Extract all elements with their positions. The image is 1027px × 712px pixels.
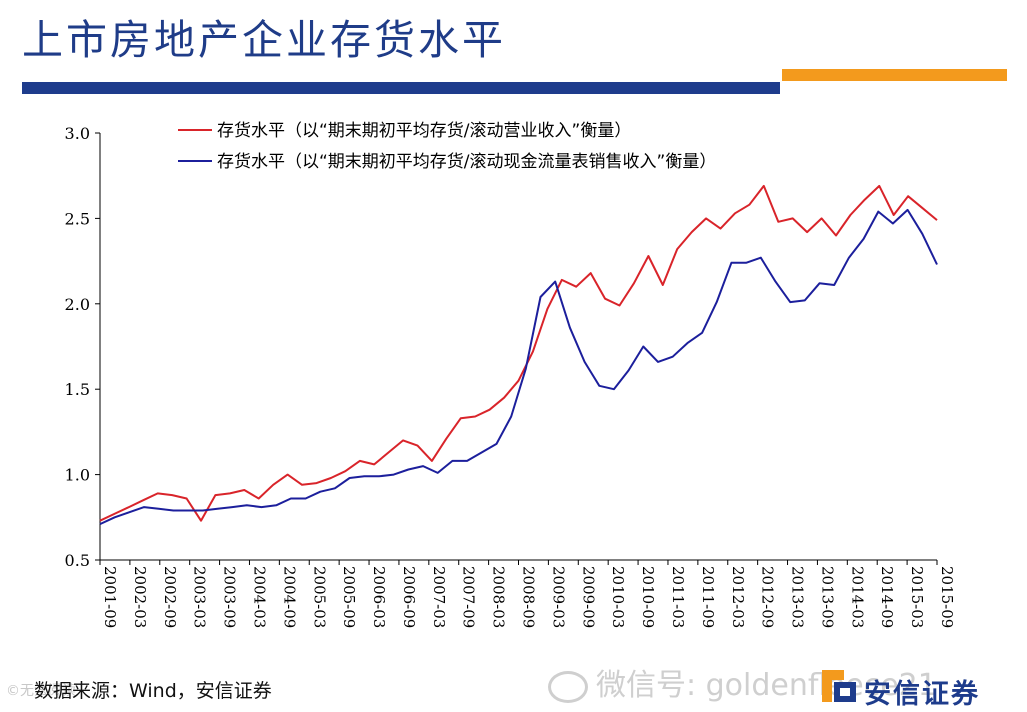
y-tick-label: 2.5 <box>65 209 90 228</box>
axes: 0.5 1.0 1.5 2.0 2.5 3.0 2001-09 2002-03 2002-09 2… <box>65 124 956 628</box>
x-tick-label: 2015-09 <box>938 566 956 628</box>
legend-label-1: 存货水平（以“期末期初平均存货/滚动营业收入”衡量） <box>217 121 631 141</box>
x-tick-label: 2014-03 <box>848 566 866 628</box>
legend: 存货水平（以“期末期初平均存货/滚动营业收入”衡量） 存货水平（以“期末期初平均存… <box>178 121 716 172</box>
title-underline-blue <box>22 82 780 94</box>
series-layer <box>99 184 938 526</box>
x-tick-label: 2010-03 <box>609 566 627 628</box>
x-tick-label: 2014-09 <box>878 566 896 628</box>
series-line-2 <box>99 208 938 526</box>
wechat-watermark: 微信号: goldenfleece21 <box>548 660 937 704</box>
x-tick-label: 2012-09 <box>759 566 777 628</box>
x-tick-label: 2009-09 <box>579 566 597 628</box>
wechat-watermark-text: 微信号: goldenfleece21 <box>596 668 937 703</box>
x-tick-label: 2007-09 <box>460 566 478 628</box>
x-tick-label: 2002-03 <box>131 566 149 628</box>
x-tick-label: 2013-03 <box>789 566 807 628</box>
y-tick-label: 2.0 <box>65 295 90 314</box>
x-tick-label: 2005-09 <box>340 566 358 628</box>
x-tick-label: 2013-09 <box>818 566 836 628</box>
series-line-1 <box>99 184 938 522</box>
x-tick-label: 2005-03 <box>310 566 328 628</box>
legend-label-2: 存货水平（以“期末期初平均存货/滚动现金流量表销售收入”衡量） <box>217 152 716 172</box>
x-tick-label: 2004-09 <box>280 566 298 628</box>
y-tick-label: 1.0 <box>65 466 90 485</box>
y-tick-label: 3.0 <box>65 124 90 143</box>
x-tick-label: 2001-09 <box>101 566 119 628</box>
x-tick-label: 2006-09 <box>400 566 418 628</box>
title-underline-orange <box>782 69 1007 81</box>
page-title: 上市房地产企业存货水平 <box>22 16 506 64</box>
x-tick-label: 2003-09 <box>221 566 239 628</box>
watermark-left: ©无法阅读 <box>6 683 76 699</box>
x-tick-label: 2002-09 <box>161 566 179 628</box>
brand-logo-icon <box>822 670 856 702</box>
x-tick-label: 2009-03 <box>549 566 567 628</box>
x-tick-label: 2008-09 <box>520 566 538 628</box>
wechat-icon <box>548 670 588 703</box>
x-tick-label: 2007-03 <box>430 566 448 628</box>
data-source-note: 数据来源：Wind，安信证券 <box>34 680 272 702</box>
x-tick-label: 2003-03 <box>191 566 209 628</box>
brand-name: 安信证券 <box>864 679 980 710</box>
x-tick-label: 2012-03 <box>729 566 747 628</box>
x-tick-label: 2004-03 <box>250 566 268 628</box>
brand: 安信证券 <box>820 664 990 710</box>
x-tick-label: 2010-09 <box>639 566 657 628</box>
x-tick-label: 2015-03 <box>908 566 926 628</box>
y-tick-label: 1.5 <box>65 380 90 399</box>
x-tick-label: 2006-03 <box>370 566 388 628</box>
x-tick-label: 2008-03 <box>490 566 508 628</box>
y-tick-label: 0.5 <box>65 551 90 570</box>
x-tick-label: 2011-03 <box>669 566 687 628</box>
x-tick-label: 2011-09 <box>699 566 717 628</box>
